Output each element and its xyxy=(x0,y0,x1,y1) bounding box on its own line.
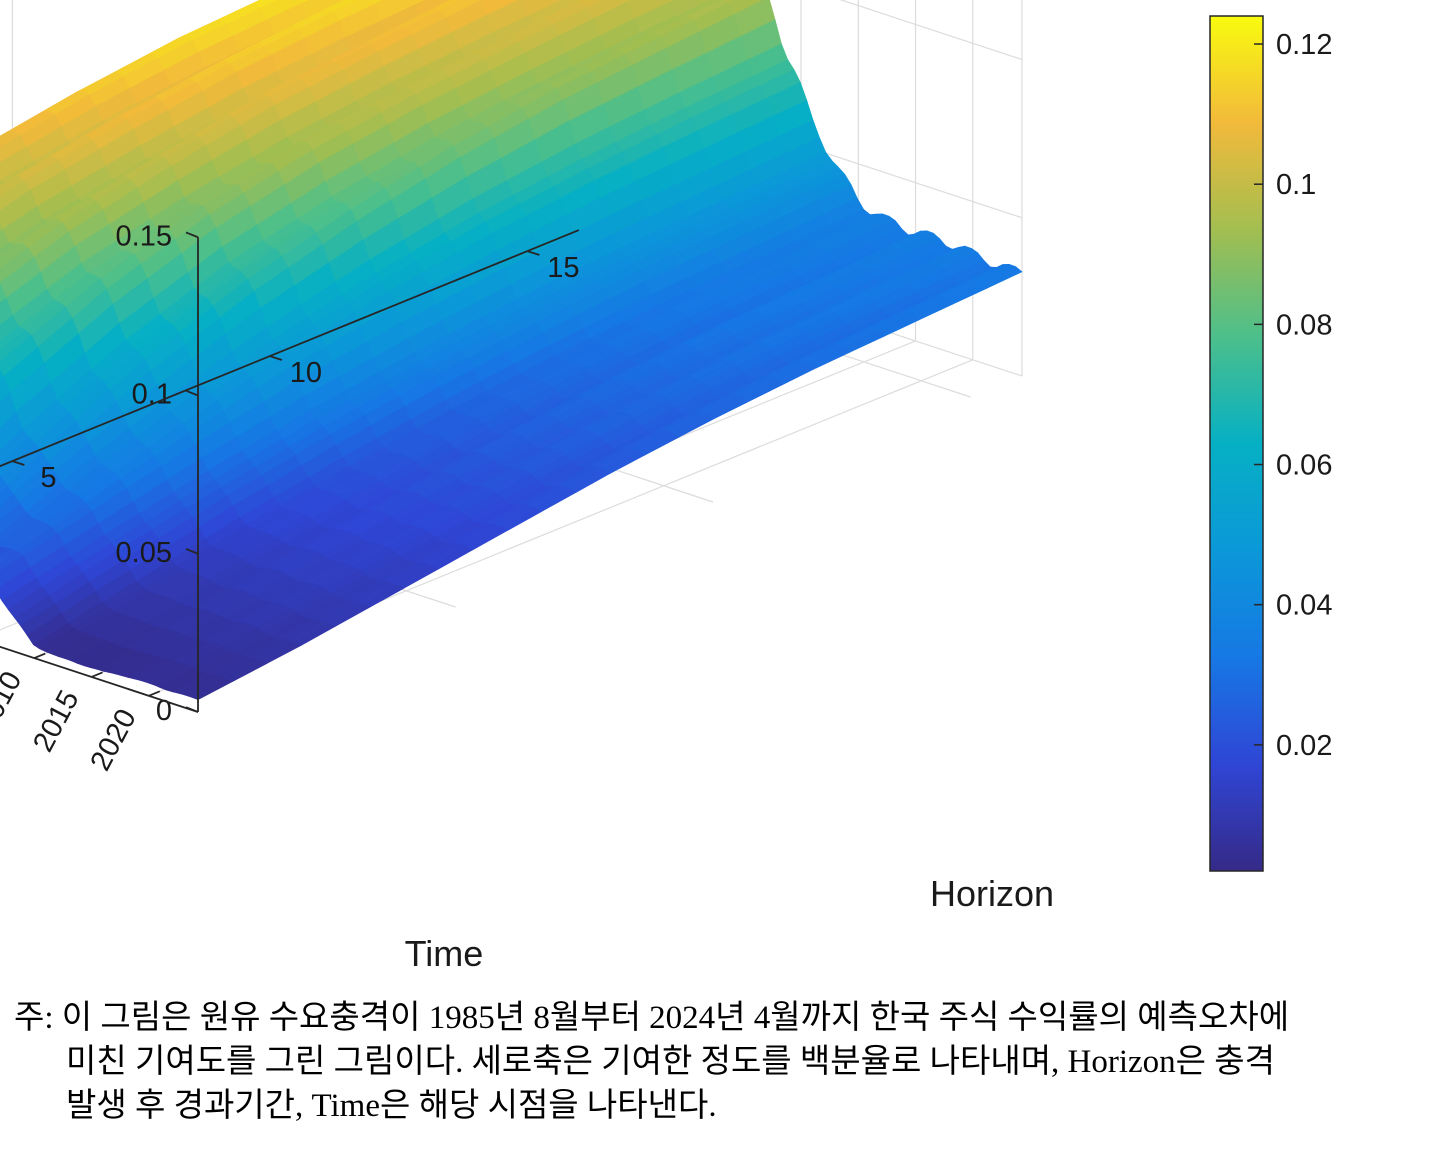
time-axis-line xyxy=(0,645,199,713)
time-tick xyxy=(91,671,103,678)
colorbar-tick-label: 0.06 xyxy=(1276,450,1332,482)
grid-line xyxy=(839,0,1023,61)
colorbar-tick-label: 0.12 xyxy=(1276,29,1332,61)
colorbar xyxy=(1209,15,1264,872)
z-tick xyxy=(185,548,199,555)
surface-chart: 00.050.10.151985199019952000200520102015… xyxy=(0,0,1332,974)
horizon-tick-label: 5 xyxy=(40,462,56,494)
time-tick-label: 2010 xyxy=(0,666,28,738)
horizon-tick xyxy=(269,355,283,361)
colorbar-tick-label: 0.08 xyxy=(1276,309,1332,341)
horizon-tick-label: 10 xyxy=(290,357,322,389)
z-tick xyxy=(185,231,199,239)
x-axis-label: Horizon xyxy=(930,873,1054,914)
z-tick xyxy=(185,389,199,397)
surface-patch xyxy=(190,678,234,701)
horizon-tick xyxy=(527,250,540,256)
time-tick-label: 2020 xyxy=(84,704,143,776)
colorbar-tick-label: 0.04 xyxy=(1276,590,1332,622)
time-tick xyxy=(148,690,161,697)
z-tick-label: 0.15 xyxy=(116,220,172,252)
note-line-1: 이 그림은 원유 수요충격이 1985년 8월부터 2024년 4월까지 한국 … xyxy=(61,1000,1290,1036)
surface-plot xyxy=(0,0,1023,701)
horizon-axis-line xyxy=(0,229,580,468)
note-prefix: 주: xyxy=(14,1000,62,1036)
horizon-tick-label: 15 xyxy=(547,252,579,284)
note-line-3: 발생 후 경과기간, Time은 해당 시점을 나타낸다. xyxy=(66,1088,717,1125)
horizon-tick xyxy=(12,460,25,466)
colorbar-ticks: 0.02 0.04 0.06 0.08 0.1 0.12 xyxy=(1254,29,1332,762)
figure-note: 주: 이 그림은 원유 수요충격이 1985년 8월부터 2024년 4월까지 … xyxy=(14,996,1424,1129)
colorbar-tick-label: 0.1 xyxy=(1276,169,1316,201)
z-tick-label: 0.05 xyxy=(116,537,172,569)
time-tick xyxy=(33,652,46,659)
y-axis-label: Time xyxy=(405,933,484,974)
note-line-2: 미친 기여도를 그린 그림이다. 세로축은 기여한 정도를 백분율로 나타내며,… xyxy=(66,1044,1276,1081)
z-tick-label: 0.1 xyxy=(132,379,172,411)
colorbar-tick-label: 0.02 xyxy=(1276,730,1332,762)
time-tick-label: 2015 xyxy=(27,685,86,757)
